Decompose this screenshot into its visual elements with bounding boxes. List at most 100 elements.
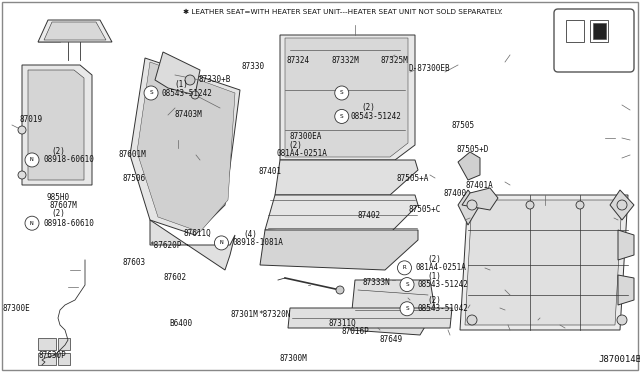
Circle shape [400, 278, 414, 292]
Bar [38, 353, 56, 365]
Text: 87311Q: 87311Q [328, 319, 356, 328]
Bar [58, 353, 70, 365]
Polygon shape [460, 195, 628, 330]
Text: 08543-51242: 08543-51242 [162, 89, 212, 97]
Circle shape [526, 201, 534, 209]
Circle shape [400, 302, 414, 316]
Circle shape [576, 201, 584, 209]
Text: *87620P: *87620P [149, 241, 182, 250]
Text: 87325M: 87325M [380, 56, 408, 65]
Circle shape [144, 86, 158, 100]
Text: 985H0: 985H0 [46, 193, 69, 202]
Text: (2): (2) [288, 141, 302, 150]
Circle shape [467, 315, 477, 325]
Text: ✱ LEATHER SEAT=WITH HEATER SEAT UNIT---HEATER SEAT UNIT NOT SOLD SEPARATELY.: ✱ LEATHER SEAT=WITH HEATER SEAT UNIT---H… [183, 9, 503, 15]
Polygon shape [130, 58, 240, 235]
Circle shape [18, 171, 26, 179]
Text: (2): (2) [428, 296, 442, 305]
Circle shape [335, 109, 349, 124]
Bar [593, 23, 606, 39]
Text: 87400: 87400 [444, 189, 467, 198]
Text: 87611Q: 87611Q [183, 229, 211, 238]
Text: (2): (2) [51, 147, 65, 156]
Circle shape [185, 75, 195, 85]
Circle shape [25, 153, 39, 167]
Circle shape [191, 91, 199, 99]
Text: 081A4-0251A: 081A4-0251A [415, 263, 466, 272]
Text: (1): (1) [174, 80, 188, 89]
Text: 87401A: 87401A [466, 181, 493, 190]
Text: N: N [220, 240, 223, 246]
Text: 87301M: 87301M [230, 310, 258, 319]
Text: S: S [340, 90, 344, 96]
Circle shape [25, 216, 39, 230]
Text: 87506: 87506 [123, 174, 146, 183]
Text: 87401: 87401 [259, 167, 282, 176]
Text: 87300E: 87300E [3, 304, 30, 313]
FancyBboxPatch shape [554, 9, 634, 72]
Text: S: S [405, 306, 409, 311]
Text: 87402: 87402 [357, 211, 380, 220]
Polygon shape [137, 62, 235, 232]
Text: 87300EA: 87300EA [290, 132, 323, 141]
Text: 08543-51042: 08543-51042 [417, 304, 468, 313]
Text: 081A4-0251A: 081A4-0251A [276, 149, 327, 158]
Polygon shape [275, 160, 418, 195]
Text: N: N [30, 221, 34, 226]
Polygon shape [280, 35, 415, 160]
Bar [38, 338, 56, 350]
Polygon shape [150, 220, 235, 270]
Text: (1): (1) [428, 272, 442, 280]
Circle shape [18, 126, 26, 134]
Text: R: R [403, 265, 406, 270]
Text: 87019: 87019 [19, 115, 42, 124]
Polygon shape [465, 200, 622, 325]
Text: N: N [30, 157, 34, 163]
Circle shape [214, 236, 228, 250]
Circle shape [467, 200, 477, 210]
Text: 87505: 87505 [451, 121, 474, 130]
Text: *87320N: *87320N [258, 310, 291, 319]
Polygon shape [155, 52, 200, 95]
Text: D-87300EB: D-87300EB [408, 64, 450, 73]
Polygon shape [618, 275, 634, 305]
Polygon shape [618, 230, 634, 260]
Text: 87505+D: 87505+D [457, 145, 490, 154]
Polygon shape [462, 188, 498, 210]
Text: 87630P: 87630P [38, 351, 66, 360]
Text: S: S [405, 282, 409, 287]
Polygon shape [288, 308, 452, 328]
Polygon shape [610, 190, 634, 220]
Bar [58, 338, 70, 350]
Text: (4): (4) [244, 230, 258, 239]
Text: 08918-60610: 08918-60610 [44, 155, 94, 164]
Text: 87324: 87324 [286, 56, 309, 65]
Text: (2): (2) [428, 255, 442, 264]
Text: 87300M: 87300M [280, 355, 307, 363]
Text: 87602: 87602 [163, 273, 186, 282]
Polygon shape [350, 280, 435, 335]
Text: S: S [340, 114, 344, 119]
Text: 08543-51242: 08543-51242 [351, 112, 401, 121]
Text: S: S [149, 90, 153, 96]
Text: 87403M: 87403M [174, 110, 202, 119]
Bar [566, 20, 584, 42]
Polygon shape [28, 70, 84, 180]
Circle shape [397, 261, 412, 275]
Polygon shape [44, 22, 106, 40]
Text: 87649: 87649 [380, 335, 403, 344]
Text: 08918-60610: 08918-60610 [44, 219, 94, 228]
Text: 08918-1081A: 08918-1081A [232, 238, 283, 247]
Text: 87332M: 87332M [332, 56, 359, 65]
Polygon shape [22, 65, 92, 185]
Text: 87330: 87330 [242, 62, 265, 71]
Text: 87505+A: 87505+A [396, 174, 429, 183]
Text: 87505+C: 87505+C [408, 205, 441, 214]
Circle shape [617, 200, 627, 210]
Circle shape [335, 86, 349, 100]
Text: 87601M: 87601M [118, 150, 146, 159]
Text: 08543-51242: 08543-51242 [417, 280, 468, 289]
Text: J870014B: J870014B [598, 356, 640, 365]
Polygon shape [285, 38, 408, 157]
Text: 87607M: 87607M [50, 201, 77, 210]
